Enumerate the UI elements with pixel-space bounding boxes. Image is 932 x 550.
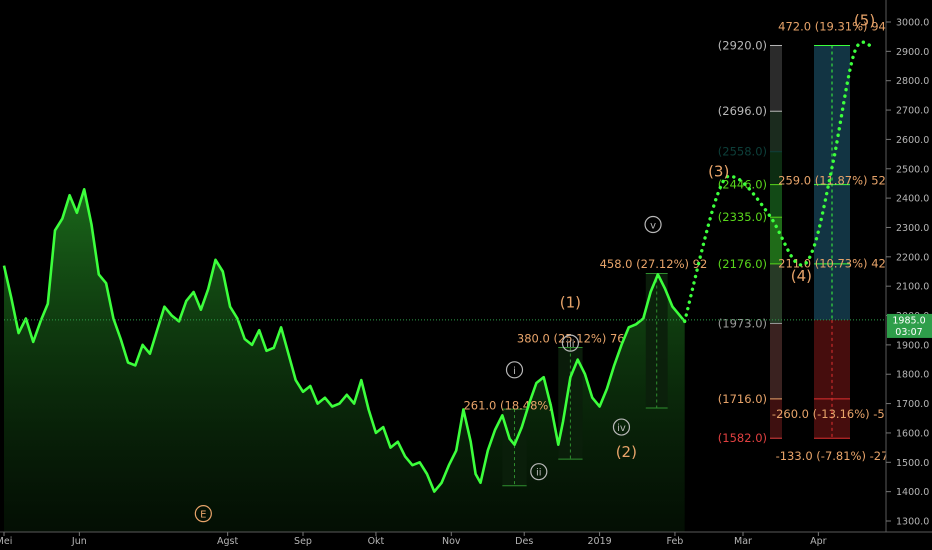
wave-label: iii <box>566 339 574 350</box>
fib-label: (1973.0) <box>718 316 767 330</box>
month-label: Apr <box>810 536 827 547</box>
wave-label: (3) <box>708 163 729 181</box>
fib-label: (1716.0) <box>718 392 767 406</box>
fib-label: (2696.0) <box>718 104 767 118</box>
fib-band <box>770 398 782 439</box>
wave-label: (5) <box>854 12 875 30</box>
price-tick-label: 1500.0 <box>896 458 929 469</box>
long-position-tool[interactable]: 472.0 (19.31%) 94 259.0 (11.87%) 52 211.0 … <box>772 19 892 462</box>
price-tick-label: 1900.0 <box>896 340 929 351</box>
price-axis[interactable]: 1300.0 1400.0 1500.0 1600.0 1700.0 1800.0 1900… <box>885 0 932 532</box>
price-tick-label: 2700.0 <box>896 106 929 117</box>
fib-band <box>770 111 782 152</box>
price-axis-bg <box>886 0 932 532</box>
fib-label: (2335.0) <box>718 210 767 224</box>
price-tick-label: 2200.0 <box>896 252 929 263</box>
price-tick-label: 2900.0 <box>896 47 929 58</box>
fib-label: (1582.0) <box>718 431 767 445</box>
month-label: Agst <box>217 536 238 547</box>
price-tick-label: 2500.0 <box>896 164 929 175</box>
measure-label: 261.0 (18.48%) <box>463 399 552 413</box>
wave-label: ii <box>536 468 542 479</box>
month-label: Jun <box>71 536 87 547</box>
month-label: Mei <box>0 536 12 547</box>
position-label: -133.0 (-7.81%) -27 <box>776 449 889 463</box>
wave-label: (4) <box>791 267 812 285</box>
price-area <box>4 189 685 533</box>
month-label: Nov <box>442 536 461 547</box>
time-axis-bg <box>0 532 932 550</box>
position-label: 259.0 (11.87%) 52 <box>778 174 886 188</box>
projection-dotted-path <box>682 40 876 324</box>
current-price-label: 1985.0 <box>892 315 925 326</box>
price-tick-label: 1300.0 <box>896 517 929 528</box>
price-tick-label: 2300.0 <box>896 223 929 234</box>
position-label: 472.0 (19.31%) 94 <box>778 19 886 33</box>
price-tick-label: 1700.0 <box>896 399 929 410</box>
price-line <box>2 188 884 493</box>
current-price-badge <box>887 313 932 338</box>
measure-label: 380.0 (25.12%) 76 <box>517 331 625 345</box>
wave-label: (1) <box>560 293 581 311</box>
time-axis[interactable]: Mei Jun Agst Sep Okt Nov Des 2019 Feb Mar Apr <box>0 531 932 550</box>
price-tick-label: 2100.0 <box>896 282 929 293</box>
wave-label: E <box>200 510 206 521</box>
wave-circle <box>612 418 631 436</box>
fib-label: (2176.0) <box>718 257 767 271</box>
month-label: Des <box>515 536 533 547</box>
month-label: Feb <box>667 536 684 547</box>
measure-label: 458.0 (27.12%) 92 <box>600 257 708 271</box>
wave-circle <box>505 361 524 379</box>
fib-label: (2558.0) <box>718 145 767 159</box>
wave-circle <box>561 334 580 352</box>
wave-circle <box>194 505 212 523</box>
month-label: Sep <box>294 536 312 547</box>
month-label: Mar <box>734 536 752 547</box>
fib-band <box>770 323 782 399</box>
position-label: 211.0 (10.73%) 42 <box>778 256 886 270</box>
month-label: Okt <box>368 536 385 547</box>
fib-band <box>770 217 782 264</box>
wave-label: (2) <box>616 443 637 461</box>
wave-circle <box>644 215 662 234</box>
fib-label: (2446.0) <box>718 178 767 192</box>
price-tick-label: 1600.0 <box>896 428 929 439</box>
fib-band <box>770 45 782 112</box>
wave-label: iv <box>617 423 626 434</box>
price-tick-label: 1400.0 <box>896 487 929 498</box>
fib-band <box>770 184 782 218</box>
wave-label: i <box>513 366 516 377</box>
range-measures: 261.0 (18.48%) 380.0 (25.12%) 76 458.0 (27… <box>463 257 708 487</box>
fib-label: (2920.0) <box>718 38 767 52</box>
wave-label: v <box>650 221 656 232</box>
fib-band <box>770 263 782 324</box>
wave-projection <box>682 40 876 324</box>
bar-countdown: 03:07 <box>895 327 922 338</box>
price-tick-label: 3000.0 <box>896 18 929 29</box>
price-tick-label: 2600.0 <box>896 135 929 146</box>
price-tick-label: 2800.0 <box>896 76 929 87</box>
position-label: -260.0 (-13.16%) -52 <box>772 407 892 421</box>
price-tick-label: 2400.0 <box>896 194 929 205</box>
wave-circle <box>530 463 548 481</box>
fib-extension: (2920.0) (2696.0) (2558.0) (2446.0) (2335.0)… <box>718 38 782 445</box>
price-tick-label: 1800.0 <box>896 370 929 381</box>
price-series-line <box>2 188 686 493</box>
fib-band <box>770 151 782 185</box>
price-area-fill <box>4 189 685 533</box>
month-label: 2019 <box>587 536 611 547</box>
